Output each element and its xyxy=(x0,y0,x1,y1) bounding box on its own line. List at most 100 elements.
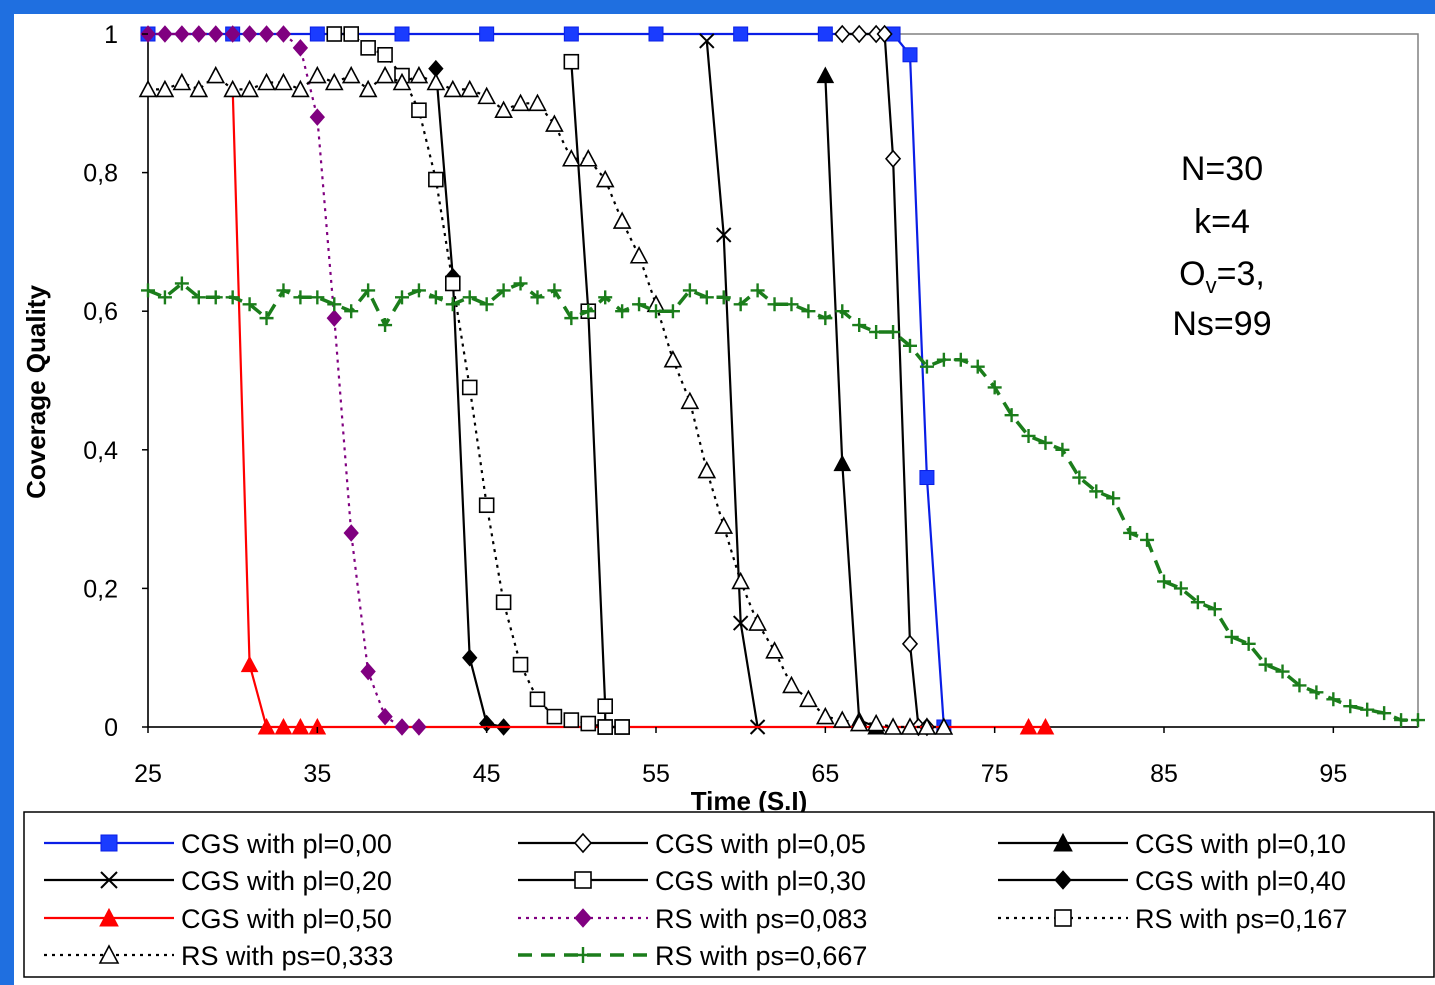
marker-plus xyxy=(411,283,426,298)
marker-plus xyxy=(581,304,596,319)
marker-square-open xyxy=(614,719,630,735)
marker-plus xyxy=(936,352,951,367)
legend-label: CGS with pl=0,30 xyxy=(655,866,866,896)
marker-triangle-open xyxy=(494,100,513,119)
marker-plus xyxy=(1224,629,1239,644)
tick-labels: 25 35 45 55 65 75 85 95 0 0,2 0,4 0,6 0,8 1 xyxy=(83,21,1347,788)
series-line xyxy=(824,75,877,729)
marker-square-open xyxy=(563,712,580,728)
series-10 xyxy=(141,276,1425,728)
marker-triangle-open xyxy=(477,86,496,105)
marker-plus xyxy=(970,359,985,374)
marker-square xyxy=(100,834,118,852)
marker-triangle-open xyxy=(206,65,226,84)
marker-plus xyxy=(1004,408,1019,423)
marker-diamond xyxy=(377,707,393,726)
marker-diamond xyxy=(394,718,410,736)
marker-diamond-open xyxy=(876,24,893,44)
legend-item: CGS with pl=0,50 xyxy=(44,904,392,934)
marker-diamond xyxy=(343,524,359,542)
marker-plus xyxy=(276,283,291,298)
marker-plus xyxy=(293,290,308,305)
marker-x xyxy=(716,227,732,243)
marker-plus xyxy=(953,352,968,367)
marker-plus xyxy=(1038,435,1053,450)
marker-square-open xyxy=(512,656,529,673)
marker-triangle xyxy=(99,907,119,927)
marker-triangle-open xyxy=(223,79,243,98)
marker-triangle-open xyxy=(714,516,734,534)
marker-triangle-open xyxy=(291,79,310,98)
x-tick-label: 75 xyxy=(981,760,1009,788)
marker-diamond xyxy=(208,25,224,43)
marker-square xyxy=(817,26,833,42)
marker-triangle-open xyxy=(612,211,632,229)
legend: CGS with pl=0,00 CGS with pl=0,05 CGS with… xyxy=(23,811,1435,978)
marker-plus xyxy=(801,304,816,319)
marker-diamond-open xyxy=(885,149,902,168)
x-tick-label: 25 xyxy=(134,760,162,788)
marker-square xyxy=(919,470,935,486)
marker-diamond xyxy=(462,648,478,667)
marker-square-open xyxy=(444,275,461,292)
marker-plus xyxy=(141,283,155,298)
marker-plus xyxy=(513,276,528,291)
marker-diamond xyxy=(225,25,241,43)
legend-label: CGS with pl=0,50 xyxy=(181,904,392,934)
legend-item: RS with ps=0,083 xyxy=(518,904,867,934)
marker-plus xyxy=(835,304,850,319)
series-7 xyxy=(140,25,427,736)
marker-square-open xyxy=(377,46,393,63)
marker-plus xyxy=(1055,442,1070,457)
marker-plus xyxy=(1106,491,1121,506)
marker-plus xyxy=(987,380,1002,395)
marker-diamond xyxy=(241,25,258,43)
marker-x xyxy=(100,871,118,889)
marker-triangle-open xyxy=(697,460,717,479)
y-tick-label: 0 xyxy=(104,714,118,742)
annotation-ov: Ov=3, xyxy=(1179,255,1265,298)
annotation-ov-rest: =3, xyxy=(1217,255,1265,293)
marker-square-open xyxy=(360,40,376,56)
marker-plus xyxy=(903,338,917,353)
marker-diamond xyxy=(574,908,592,928)
marker-triangle-open xyxy=(849,713,869,732)
marker-plus xyxy=(462,290,477,305)
marker-plus xyxy=(615,304,630,319)
marker-plus xyxy=(733,297,748,312)
marker-square xyxy=(902,47,918,63)
series-line xyxy=(148,32,419,729)
marker-triangle xyxy=(816,66,835,84)
marker-square-open xyxy=(580,715,597,732)
marker-triangle-open xyxy=(98,944,120,964)
marker-diamond xyxy=(258,25,275,43)
marker-plus xyxy=(361,283,376,298)
marker-square xyxy=(648,26,664,42)
marker-triangle-open xyxy=(545,114,564,132)
marker-plus xyxy=(716,290,731,305)
marker-diamond xyxy=(275,25,292,43)
marker-triangle-open xyxy=(561,149,581,167)
marker-plus xyxy=(649,304,663,319)
marker-square-open xyxy=(343,26,360,42)
marker-triangle-open xyxy=(917,717,937,735)
marker-triangle-open xyxy=(274,72,293,91)
marker-triangle xyxy=(308,717,327,735)
x-tick-label: 35 xyxy=(303,760,331,788)
marker-square-open xyxy=(478,497,495,514)
marker-triangle-open xyxy=(748,613,767,631)
marker-triangle-open xyxy=(866,713,886,732)
series-8 xyxy=(326,26,630,735)
marker-plus xyxy=(869,324,884,339)
y-tick-label: 1 xyxy=(104,21,118,49)
series-line xyxy=(705,40,759,728)
marker-plus xyxy=(1123,525,1138,540)
marker-triangle-open xyxy=(815,706,835,725)
marker-plus xyxy=(1089,484,1104,499)
marker-triangle-open xyxy=(578,149,598,167)
marker-triangle-open xyxy=(172,72,192,91)
marker-triangle-open xyxy=(358,79,378,98)
marker-plus xyxy=(428,290,443,305)
legend-label: CGS with pl=0,05 xyxy=(655,829,866,859)
